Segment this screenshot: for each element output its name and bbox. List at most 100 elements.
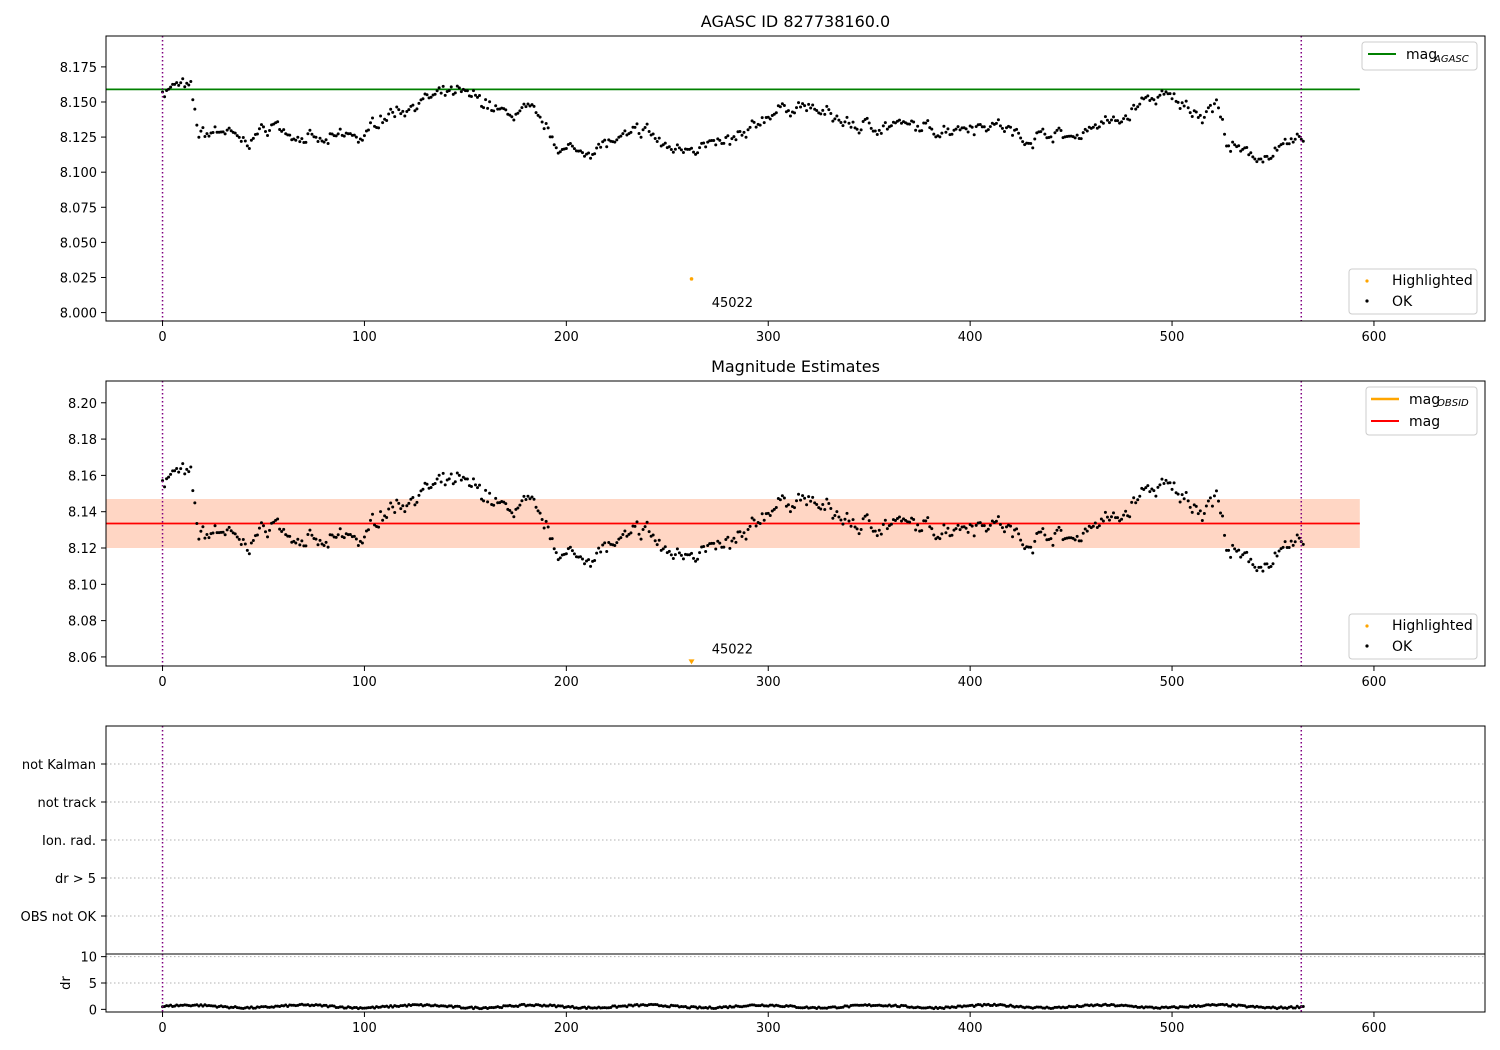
ok-point <box>623 529 627 533</box>
ok-point <box>492 109 496 113</box>
ok-point <box>314 135 318 139</box>
ok-point <box>572 552 576 556</box>
ok-point <box>504 108 508 112</box>
ok-point <box>459 478 463 482</box>
ok-point <box>994 519 998 523</box>
ok-point <box>413 109 417 113</box>
ok-point <box>387 507 391 511</box>
y-tick-label: 8.075 <box>60 201 97 216</box>
ok-point <box>163 95 167 99</box>
ok-point <box>249 541 253 545</box>
ok-point <box>471 89 475 93</box>
ok-point <box>403 114 407 118</box>
ok-point <box>306 132 310 136</box>
ok-point <box>249 138 253 142</box>
ok-point <box>657 538 661 542</box>
ok-point <box>1188 111 1192 115</box>
ok-point <box>855 127 859 131</box>
ok-point <box>1015 527 1019 531</box>
ok-point <box>538 511 542 515</box>
ok-point <box>1154 494 1158 498</box>
ok-point <box>823 112 827 116</box>
ok-point <box>389 501 393 505</box>
ok-point <box>413 503 417 507</box>
ok-point <box>558 150 562 154</box>
ok-point <box>988 523 992 527</box>
ok-point <box>702 545 706 549</box>
ok-point <box>280 530 284 534</box>
ok-point <box>1239 555 1243 559</box>
ok-point <box>1231 140 1235 144</box>
ok-point <box>1132 103 1136 107</box>
ok-point <box>722 141 726 145</box>
ok-point <box>1099 517 1103 521</box>
ok-point <box>1259 565 1263 569</box>
ok-point <box>453 91 457 95</box>
ok-point <box>1269 156 1273 160</box>
ok-point <box>970 524 974 528</box>
ok-point <box>356 544 360 548</box>
x-tick-label: 200 <box>554 675 579 690</box>
ok-point <box>1011 535 1015 539</box>
ok-point <box>982 524 986 528</box>
ok-point <box>877 528 881 532</box>
ok-point <box>760 512 764 516</box>
ok-point <box>956 125 960 129</box>
ok-point <box>480 497 484 501</box>
ok-point <box>179 81 183 85</box>
dr-point <box>387 1005 391 1009</box>
ok-point <box>1202 511 1206 515</box>
legend-subscript-agasc: AGASC <box>1433 54 1469 65</box>
ok-point <box>441 84 445 88</box>
ok-point <box>788 114 792 118</box>
ok-point <box>1002 530 1006 534</box>
ok-point <box>617 537 621 541</box>
ok-point <box>841 522 845 526</box>
ok-point <box>1229 149 1233 153</box>
ok-point <box>1146 484 1150 488</box>
ok-point <box>1164 90 1168 94</box>
ok-point <box>318 538 322 542</box>
ok-point <box>1176 100 1180 104</box>
flag-category-label: not track <box>37 796 96 811</box>
ok-point <box>1162 482 1166 486</box>
ok-point <box>1241 553 1245 557</box>
ok-point <box>407 108 411 112</box>
ok-point <box>1124 509 1128 513</box>
ok-point <box>881 522 885 526</box>
ok-point <box>837 515 841 519</box>
ok-point <box>401 504 405 508</box>
ok-point <box>1041 527 1045 531</box>
ok-point <box>494 496 498 500</box>
ok-point <box>326 141 330 145</box>
ok-point <box>974 523 978 527</box>
ok-point <box>482 106 486 110</box>
ok-point <box>821 502 825 506</box>
ok-point <box>889 124 893 128</box>
ok-point <box>673 553 677 557</box>
ok-point <box>974 125 978 129</box>
ok-point <box>847 519 851 523</box>
ok-point <box>1041 127 1045 131</box>
ok-point <box>251 539 255 543</box>
ok-point <box>465 477 469 481</box>
ok-point <box>730 539 734 543</box>
ok-point <box>516 111 520 115</box>
ok-point <box>1283 540 1287 544</box>
y-tick-label: 8.125 <box>60 131 97 146</box>
ok-point <box>663 141 667 145</box>
ok-point <box>792 111 796 115</box>
ok-point <box>1172 92 1176 96</box>
ok-point <box>552 547 556 551</box>
ok-point <box>849 524 853 528</box>
ok-point <box>237 537 241 541</box>
ok-point <box>255 533 259 537</box>
legend-label-highlighted: Highlighted <box>1392 618 1473 634</box>
ok-point <box>669 147 673 151</box>
ok-point <box>1184 99 1188 103</box>
ok-point <box>809 106 813 110</box>
ok-point <box>595 146 599 150</box>
ok-point <box>239 139 243 143</box>
ok-point <box>706 543 710 547</box>
ok-point <box>1156 95 1160 99</box>
